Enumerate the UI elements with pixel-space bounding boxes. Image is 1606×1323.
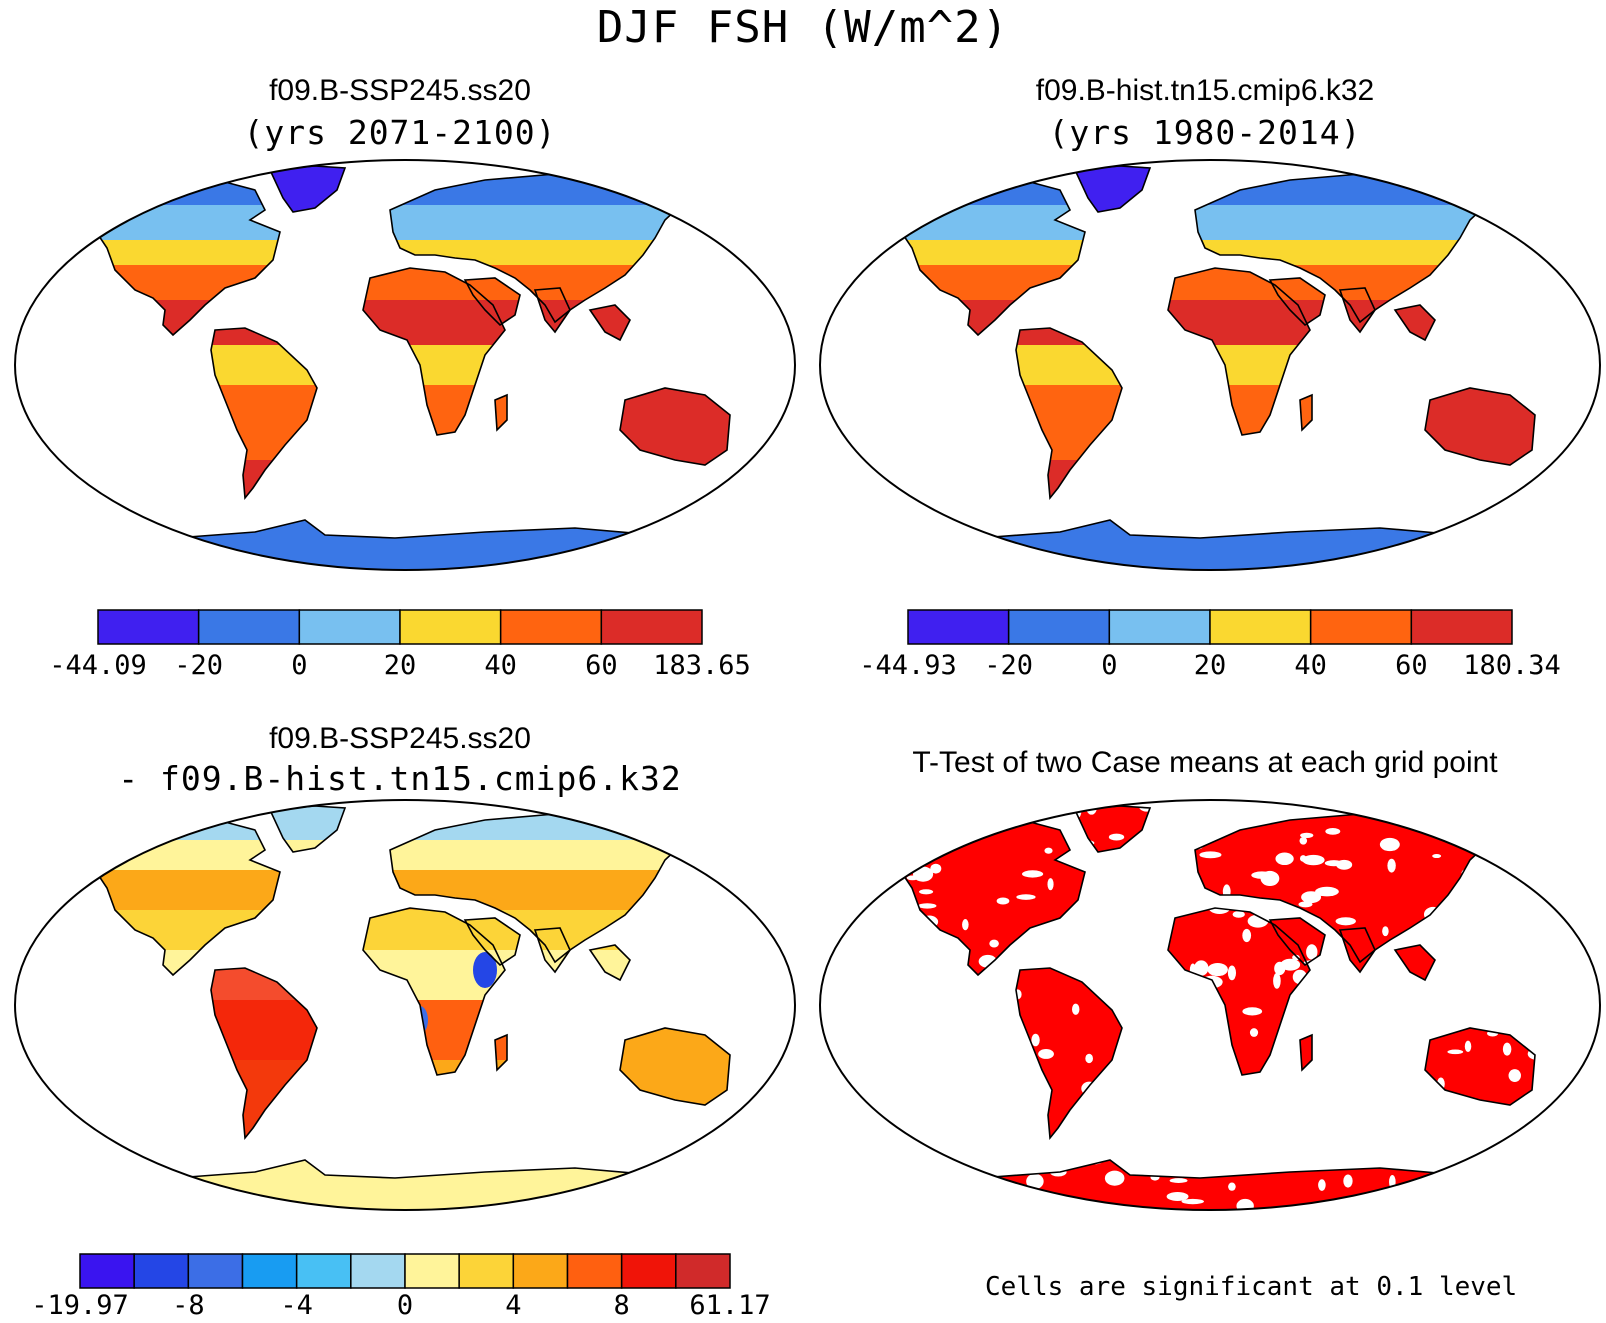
map-ttest — [888, 805, 1600, 1210]
colorbar-tick-label: -19.97 — [31, 1290, 129, 1321]
map-difference — [83, 805, 795, 1210]
colorbar-tick-label: 40 — [1294, 650, 1327, 681]
colorbar-tick-label: 40 — [484, 650, 517, 681]
colorbar-swatch — [197, 609, 301, 645]
colorbar-tick-label: 0 — [1101, 650, 1118, 681]
map-1-frame — [14, 159, 796, 571]
map-2-frame — [819, 159, 1601, 571]
colorbar-tick-label: 61.17 — [689, 1290, 771, 1321]
figure-title: DJF FSH (W/m^2) — [596, 2, 1010, 53]
colorbar-swatch — [295, 1253, 352, 1289]
colorbar-swatch — [187, 1253, 244, 1289]
colorbar-tick-label: 183.65 — [653, 650, 751, 681]
colorbar-swatch — [600, 609, 703, 645]
colorbar-tick-label: 0 — [291, 650, 308, 681]
colorbar-swatch — [399, 609, 502, 645]
colorbar-swatch — [1108, 609, 1211, 645]
colorbar-2 — [907, 609, 1513, 645]
colorbar-swatch — [1309, 609, 1413, 645]
panel-1-subtitle: (yrs 2071-2100) — [243, 113, 557, 152]
colorbar-swatch — [97, 609, 200, 645]
panel-1-title: f09.B-SSP245.ss20 — [269, 74, 531, 107]
colorbar-tick-label: -44.09 — [49, 650, 147, 681]
colorbar-tick-label: -8 — [172, 1290, 205, 1321]
colorbar-swatch — [133, 1253, 190, 1289]
colorbar-tick-label: 20 — [383, 650, 417, 681]
colorbar-swatch — [298, 609, 401, 645]
colorbar-swatch — [79, 1253, 135, 1289]
panel-2-title: f09.B-hist.tn15.cmip6.k32 — [1035, 74, 1375, 107]
colorbar-swatch — [1410, 609, 1513, 645]
map-ssp245 — [83, 165, 795, 570]
colorbar-swatch — [566, 1253, 623, 1289]
colorbar-tick-label: -4 — [280, 1290, 313, 1321]
colorbar-swatch — [404, 1253, 460, 1289]
panel-4-title: T-Test of two Case means at each grid po… — [912, 746, 1498, 779]
colorbar-swatch — [1007, 609, 1111, 645]
panel-3-title: f09.B-SSP245.ss20 — [269, 722, 531, 755]
colorbar-tick-label: 4 — [505, 1290, 522, 1321]
colorbar-swatch — [350, 1253, 406, 1289]
panel-3-subtitle: - f09.B-hist.tn15.cmip6.k32 — [118, 759, 682, 798]
colorbar-tick-label: 8 — [613, 1290, 630, 1321]
colorbar-swatch — [499, 609, 603, 645]
colorbar-3 — [79, 1253, 731, 1289]
colorbar-swatch — [675, 1253, 731, 1289]
map-4-frame — [819, 799, 1601, 1211]
significance-note: Cells are significant at 0.1 level — [985, 1272, 1518, 1302]
colorbar-swatch — [512, 1253, 569, 1289]
panel-2-subtitle: (yrs 1980-2014) — [1048, 113, 1362, 152]
map-hist — [888, 165, 1600, 570]
colorbar-swatch — [1209, 609, 1312, 645]
colorbar-swatch — [620, 1253, 677, 1289]
colorbar-1 — [97, 609, 703, 645]
map-3-frame — [14, 799, 796, 1211]
colorbar-tick-label: 60 — [585, 650, 618, 681]
colorbar-tick-label: 0 — [396, 1290, 414, 1321]
colorbar-tick-label: 60 — [1395, 650, 1428, 681]
colorbar-tick-label: -20 — [174, 650, 224, 681]
colorbar-swatch — [241, 1253, 298, 1289]
colorbar-swatch — [458, 1253, 515, 1289]
colorbar-tick-label: -20 — [984, 650, 1034, 681]
colorbar-tick-label: 180.34 — [1463, 650, 1561, 681]
colorbar-swatch — [907, 609, 1010, 645]
colorbar-tick-label: 20 — [1193, 650, 1227, 681]
colorbar-tick-label: -44.93 — [859, 650, 957, 681]
